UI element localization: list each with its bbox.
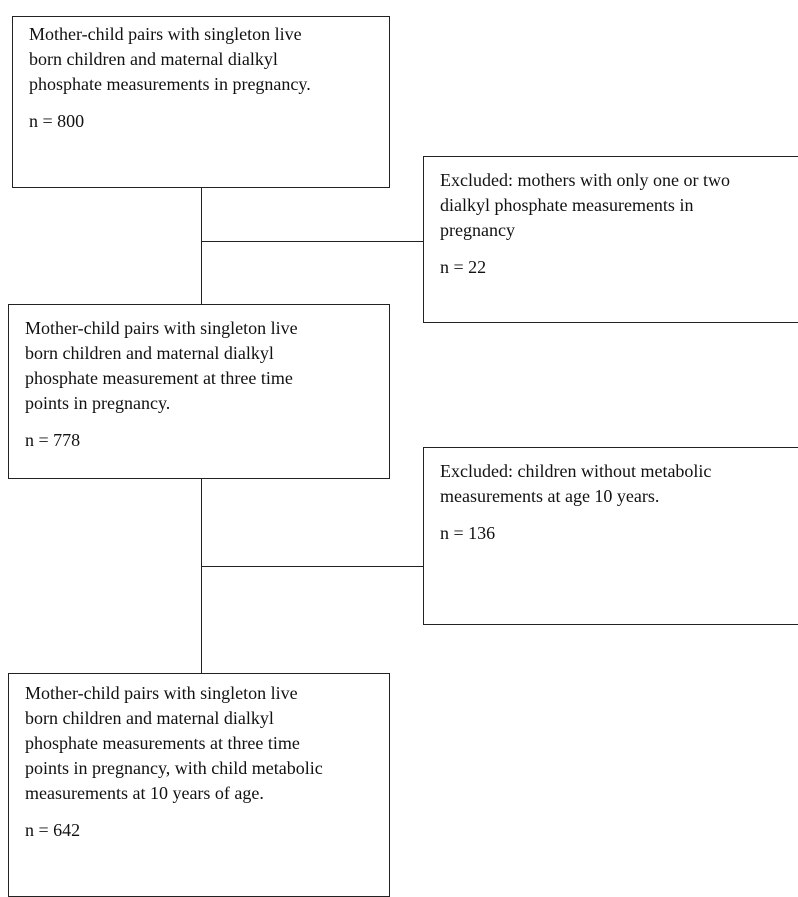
box-description: Mother-child pairs with singleton live b… — [29, 24, 311, 94]
connector-line-main-1 — [201, 188, 202, 304]
box-three-timepoints-cohort: Mother-child pairs with singleton live b… — [8, 304, 390, 479]
box-description: Excluded: children without metabolic mea… — [440, 461, 712, 506]
box-count: n = 800 — [29, 111, 85, 131]
box-count: n = 642 — [25, 820, 81, 840]
box-exclusion-measurements: Excluded: mothers with only one or two d… — [423, 156, 798, 323]
connector-line-main-2 — [201, 479, 202, 673]
box-description: Mother-child pairs with singleton live b… — [25, 318, 298, 413]
box-final-cohort: Mother-child pairs with singleton live b… — [8, 673, 390, 897]
box-exclusion-metabolic: Excluded: children without metabolic mea… — [423, 447, 798, 625]
connector-line-exclusion-1 — [201, 241, 423, 242]
connector-line-exclusion-2 — [201, 566, 423, 567]
box-description: Excluded: mothers with only one or two d… — [440, 170, 730, 240]
box-count: n = 22 — [440, 257, 487, 277]
box-initial-cohort: Mother-child pairs with singleton live b… — [12, 16, 390, 188]
box-description: Mother-child pairs with singleton live b… — [25, 683, 323, 803]
box-count: n = 136 — [440, 523, 496, 543]
box-count: n = 778 — [25, 430, 81, 450]
